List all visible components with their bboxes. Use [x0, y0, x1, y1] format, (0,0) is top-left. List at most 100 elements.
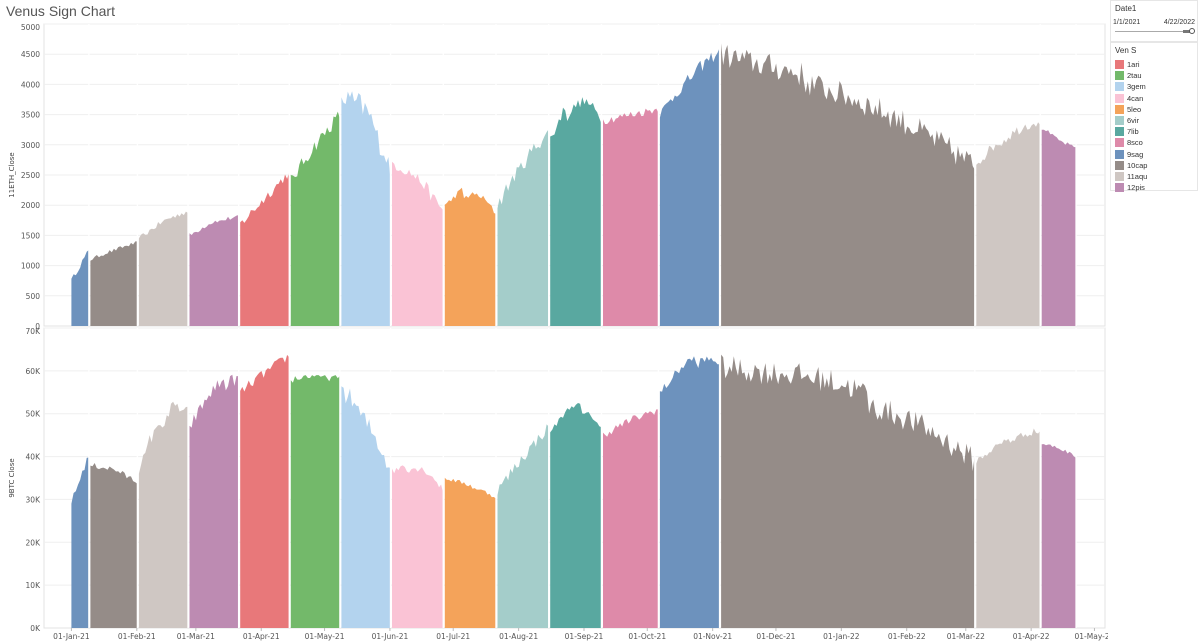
area-segment-2tau[interactable] — [290, 375, 340, 628]
y-tick-label: 4000 — [21, 80, 40, 89]
area-segment-3gem[interactable] — [341, 386, 391, 628]
legend-label: 7lib — [1127, 127, 1139, 137]
legend-swatch — [1115, 160, 1124, 170]
legend-item-4can[interactable]: 4can — [1111, 93, 1197, 104]
legend-item-7lib[interactable]: 7lib — [1111, 126, 1197, 137]
area-segment-11aqu[interactable] — [138, 401, 188, 628]
y-tick-label: 30K — [26, 495, 42, 504]
venus-sign-chart[interactable]: 0 500 1000 1500 2000 2500 3000 3500 4000 4500 5000… — [0, 0, 1108, 643]
legend-item-11aqu[interactable]: 11aqu — [1111, 171, 1197, 182]
area-segment-10cap[interactable] — [90, 241, 138, 326]
area-segment-5leo[interactable] — [444, 477, 496, 628]
legend-item-3gem[interactable]: 3gem — [1111, 81, 1197, 92]
legend-item-2tau[interactable]: 2tau — [1111, 70, 1197, 81]
legend-label: 12pis — [1127, 183, 1145, 193]
y-axis-title: 11ETH_Close — [8, 152, 16, 197]
area-segment-3gem[interactable] — [341, 91, 391, 326]
legend-title: Ven S — [1115, 46, 1137, 55]
area-segment-11aqu[interactable] — [976, 122, 1041, 326]
x-tick-label: 01-Mar-22 — [947, 632, 985, 641]
legend-label: 2tau — [1127, 71, 1142, 81]
x-tick-label: 01-Apr-22 — [1013, 632, 1050, 641]
area-segment-10cap[interactable] — [90, 463, 138, 628]
y-tick-label: 50K — [26, 410, 42, 419]
x-tick-label: 01-Feb-21 — [118, 632, 156, 641]
area-segment-8sco[interactable] — [603, 409, 659, 628]
chart-panel-1: 0 500 1000 1500 2000 2500 3000 3500 4000 4500 5000… — [8, 23, 1106, 331]
color-legend: Ven S 1ari 2tau 3gem 4can 5leo 6vir 7lib 8sco 9s… — [1110, 42, 1198, 193]
area-segment-9sag[interactable] — [71, 249, 89, 326]
legend-item-5leo[interactable]: 5leo — [1111, 104, 1197, 115]
area-segment-9sag[interactable] — [659, 47, 720, 326]
area-segment-10cap[interactable] — [721, 43, 975, 327]
legend-item-1ari[interactable]: 1ari — [1111, 59, 1197, 70]
area-segment-12pis[interactable] — [1041, 129, 1077, 326]
date-filter[interactable]: Date1 1/1/2021 4/22/2022 — [1110, 0, 1198, 42]
slider-handle[interactable] — [1189, 28, 1195, 34]
area-segment-1ari[interactable] — [240, 354, 290, 628]
legend-label: 9sag — [1127, 149, 1144, 159]
x-tick-label: 01-Nov-21 — [693, 632, 732, 641]
y-tick-label: 2000 — [21, 201, 40, 210]
legend-label: 6vir — [1127, 116, 1140, 126]
y-tick-label: 1500 — [21, 231, 40, 240]
legend-label: 5leo — [1127, 104, 1142, 114]
legend-swatch — [1115, 138, 1124, 148]
area-segment-12pis[interactable] — [189, 215, 239, 326]
y-tick-label: 0K — [30, 624, 41, 633]
x-tick-label: 01-May-21 — [305, 632, 345, 641]
legend-item-6vir[interactable]: 6vir — [1111, 115, 1197, 126]
x-axis: 01-Jan-21 01-Feb-21 01-Mar-21 01-Apr-21 01-M… — [53, 628, 1108, 641]
slider-fill — [1183, 30, 1193, 33]
y-tick-label: 2500 — [21, 171, 40, 180]
legend-swatch — [1115, 93, 1124, 103]
legend-item-9sag[interactable]: 9sag — [1111, 149, 1197, 160]
y-tick-label: 70K — [26, 327, 42, 336]
legend-swatch — [1115, 127, 1124, 137]
area-segment-12pis[interactable] — [1041, 444, 1077, 628]
area-segment-9sag[interactable] — [71, 457, 89, 628]
area-segment-4can[interactable] — [392, 161, 444, 326]
legend-item-8sco[interactable]: 8sco — [1111, 137, 1197, 148]
legend-item-12pis[interactable]: 12pis — [1111, 182, 1197, 193]
date-filter-start: 1/1/2021 — [1113, 19, 1141, 26]
x-tick-label: 01-Jun-21 — [372, 632, 409, 641]
x-tick-label: 01-May-22 — [1075, 632, 1108, 641]
page-title: Venus Sign Chart — [6, 3, 115, 19]
area-segment-9sag[interactable] — [659, 356, 720, 628]
area-segment-6vir[interactable] — [497, 129, 549, 326]
area-segment-12pis[interactable] — [189, 374, 239, 628]
slider-track — [1115, 31, 1193, 32]
legend-swatch — [1115, 82, 1124, 92]
area-segment-7lib[interactable] — [550, 403, 602, 628]
area-segment-5leo[interactable] — [444, 187, 496, 326]
y-tick-label: 20K — [26, 538, 42, 547]
area-segment-11aqu[interactable] — [976, 428, 1041, 629]
x-tick-label: 01-Feb-22 — [888, 632, 926, 641]
area-segment-4can[interactable] — [392, 465, 444, 628]
chart-panel-2: 0K 10K 20K 30K 40K 50K 60K 70K 9BTC Close — [8, 327, 1106, 633]
area-segment-1ari[interactable] — [240, 172, 290, 326]
area-segment-2tau[interactable] — [290, 111, 340, 326]
y-tick-label: 500 — [26, 292, 41, 301]
x-tick-label: 01-Dec-21 — [756, 632, 795, 641]
area-segment-11aqu[interactable] — [138, 211, 188, 326]
x-tick-label: 01-Apr-21 — [243, 632, 280, 641]
area-segment-7lib[interactable] — [550, 97, 602, 326]
x-tick-label: 01-Aug-21 — [499, 632, 538, 641]
legend-label: 3gem — [1127, 82, 1146, 92]
legend-swatch — [1115, 71, 1124, 81]
y-tick-label: 5000 — [21, 23, 40, 32]
area-segment-6vir[interactable] — [497, 424, 549, 628]
area-segment-8sco[interactable] — [603, 108, 659, 326]
y-tick-label: 3500 — [21, 111, 40, 120]
x-tick-label: 01-Oct-21 — [628, 632, 666, 641]
legend-item-10cap[interactable]: 10cap — [1111, 160, 1197, 171]
legend-label: 8sco — [1127, 138, 1143, 148]
legend-label: 1ari — [1127, 60, 1140, 70]
legend-swatch — [1115, 183, 1124, 193]
legend-swatch — [1115, 149, 1124, 159]
date-range-slider[interactable] — [1115, 28, 1195, 34]
legend-swatch — [1115, 171, 1124, 181]
area-segment-10cap[interactable] — [721, 354, 975, 628]
